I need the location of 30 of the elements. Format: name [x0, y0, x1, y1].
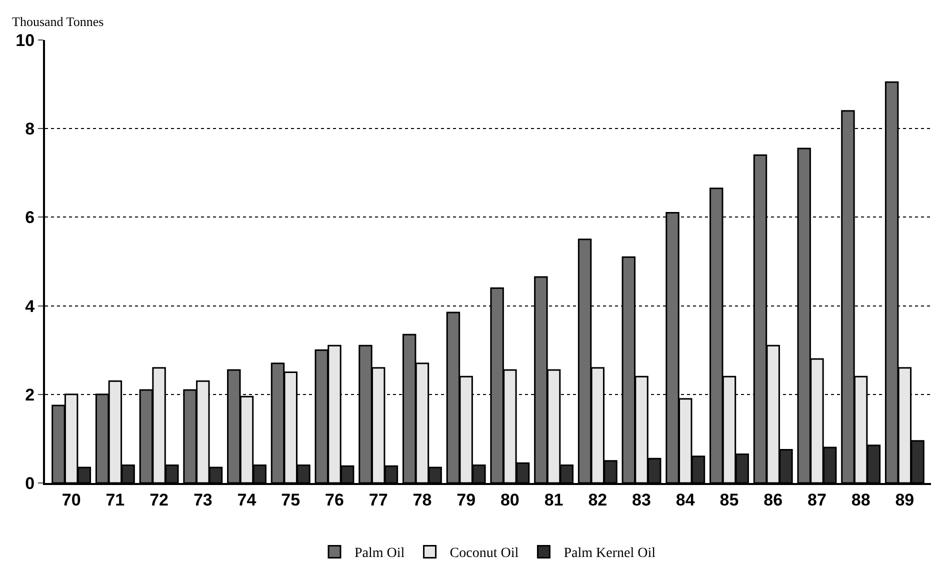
x-tick-label: 71	[106, 490, 125, 510]
x-tick-label: 77	[368, 490, 388, 510]
x-tick-label: 72	[150, 490, 168, 510]
x-tick-label: 79	[456, 490, 476, 510]
x-tick-label: 80	[500, 490, 520, 510]
legend-label: Palm Oil	[354, 546, 405, 562]
y-axis-title: Thousand Tonnes	[12, 14, 104, 29]
y-tick-label: 10	[16, 30, 35, 50]
x-tick-label: 82	[588, 490, 608, 510]
x-tick-label: 81	[544, 490, 564, 510]
legend-label: Coconut Oil	[450, 546, 519, 562]
x-tick-label: 70	[62, 490, 81, 510]
x-tick-label: 88	[851, 490, 870, 510]
x-tick-label: 89	[895, 490, 914, 510]
x-tick-label: 74	[237, 490, 257, 510]
y-tick-label: 6	[25, 208, 35, 228]
x-tick-label: 75	[281, 490, 300, 510]
x-tick-label: 76	[325, 490, 344, 510]
legend-label: Palm Kernel Oil	[564, 546, 656, 562]
x-tick-label: 83	[632, 490, 651, 510]
y-tick-label: 4	[25, 296, 36, 316]
y-tick-label: 0	[25, 474, 35, 493]
x-tick-label: 86	[764, 490, 783, 510]
x-tick-label: 78	[412, 490, 432, 510]
x-tick-label: 84	[676, 490, 696, 510]
y-tick-label: 2	[25, 385, 35, 404]
x-tick-label: 85	[720, 490, 739, 510]
x-tick-label: 73	[193, 490, 212, 510]
y-tick-label: 8	[25, 120, 35, 139]
x-tick-label: 87	[808, 490, 826, 510]
